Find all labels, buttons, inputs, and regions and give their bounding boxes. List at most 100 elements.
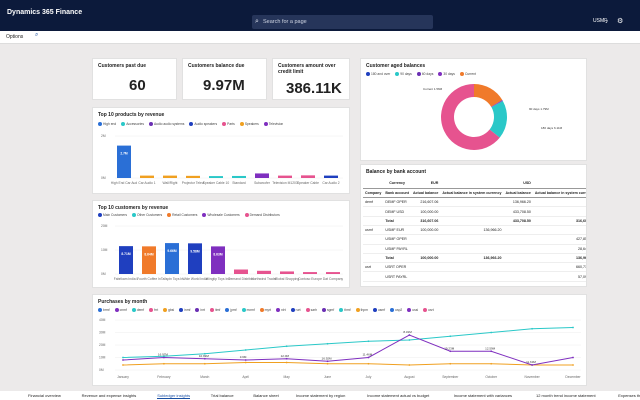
legend-item[interactable]: Main Customers — [98, 213, 127, 217]
legend-item[interactable]: High end — [98, 122, 116, 126]
tab-12-month-trend-income-statement[interactable]: 12 month trend income statement — [536, 393, 596, 398]
x-tick-label: Television M1203 — [272, 181, 298, 185]
legend-item[interactable]: ussi — [407, 308, 418, 312]
bank-balance-table: Currency EUR USD Company Bank account Actu… — [363, 179, 586, 282]
legend-item[interactable]: demf — [131, 308, 144, 312]
legend-item[interactable]: cnmf — [114, 308, 127, 312]
tab-income-statement-actual-vs-budget[interactable]: Income statement actual vs budget — [367, 393, 430, 398]
legend-swatch — [98, 213, 102, 217]
legend-item[interactable]: Accessories — [121, 122, 144, 126]
legend-item[interactable]: Wholesale Customers — [202, 213, 240, 217]
kpi-card[interactable]: Customers balance due 9.97M — [182, 58, 267, 100]
tab-revenue-and-expense-insights[interactable]: Revenue and expense insights — [81, 393, 137, 398]
search-input[interactable]: ⌕ Search for a page — [252, 15, 433, 29]
legend-item[interactable]: Current — [459, 72, 476, 76]
column-header[interactable]: Actual balance — [503, 188, 533, 199]
search-icon[interactable]: ⌕ — [35, 32, 39, 38]
tab-financial-overview[interactable]: Financial overview — [28, 393, 61, 398]
legend-label: brmf — [103, 308, 110, 312]
legend-item[interactable]: usmf — [372, 308, 385, 312]
legend-item[interactable]: usp2 — [390, 308, 402, 312]
y-tick-label: 0M — [101, 272, 106, 276]
legend-label: sarh — [310, 308, 318, 312]
legend-swatch — [438, 72, 443, 76]
column-header[interactable]: Company — [363, 188, 384, 199]
column-header[interactable]: Actual balance in system currency — [532, 188, 586, 199]
search-placeholder: Search for a page — [263, 19, 307, 25]
legend-item[interactable]: rurt — [290, 308, 301, 312]
column-header[interactable]: Bank account — [383, 188, 411, 199]
data-point — [408, 364, 411, 366]
legend-item[interactable]: mxmf — [241, 308, 255, 312]
table-cell: 136,966.20 — [532, 253, 586, 264]
table-cell — [532, 206, 586, 217]
kpi-card[interactable]: Customers amount over credit limit 386.1… — [272, 58, 350, 100]
legend-item[interactable]: 60 days — [416, 72, 433, 76]
data-point — [122, 359, 124, 361]
legend-swatch — [225, 308, 230, 312]
legend-item[interactable]: thpm — [355, 308, 368, 312]
legend-item[interactable]: Retail Customers — [167, 213, 197, 217]
bell-icon[interactable]: ♪ — [605, 18, 609, 25]
table-row[interactable]: DEMF USD 100,000.00 433,708.50 — [363, 206, 586, 217]
bar-value-label: 0.38M — [257, 179, 266, 183]
legend-item[interactable]: sgmf — [322, 308, 334, 312]
legend-item[interactable]: frrt — [149, 308, 158, 312]
legend-item[interactable]: itmf — [210, 308, 220, 312]
gear-icon[interactable]: ⚙ — [617, 18, 624, 25]
table-row[interactable]: demf DEMF OPER 216,607.06 136,966.20 — [363, 197, 586, 208]
legend-item[interactable]: inrt — [195, 308, 205, 312]
tab-income-statement-with-variances[interactable]: Income statement with variances — [453, 393, 513, 398]
table-row[interactable]: USMF OPER 427,852.12 — [363, 234, 586, 245]
legend-item[interactable]: gbsi — [163, 308, 174, 312]
kpi-card[interactable]: Customers past due 60 — [92, 58, 177, 100]
legend-label: High end — [103, 122, 117, 126]
legend-item[interactable]: thmf — [339, 308, 351, 312]
legend-item[interactable]: nlrt — [276, 308, 286, 312]
table-cell: 136,966.20 — [440, 225, 504, 236]
legend-item[interactable]: 180 and over — [366, 72, 390, 76]
column-header[interactable]: Actual balance — [410, 188, 441, 199]
tab-balance-sheet[interactable]: Balance sheet — [253, 393, 279, 398]
tab-trial-balance[interactable]: Trial balance — [210, 393, 234, 398]
legend-label: nlrt — [281, 308, 286, 312]
legend-item[interactable]: 30 days — [438, 72, 455, 76]
legend-item[interactable]: Television — [263, 122, 283, 126]
legend-item[interactable]: Audio audio systems — [148, 122, 185, 126]
legend-item[interactable]: inmf — [179, 308, 190, 312]
tab-subledger-insights[interactable]: Subledger insights — [157, 393, 191, 399]
legend-item[interactable]: Audio speakers — [189, 122, 217, 126]
legend-item[interactable]: usrt — [423, 308, 434, 312]
tab-expenses-three-year[interactable]: Expenses three year — [618, 393, 640, 398]
tab-income-statement-by-region[interactable]: Income statement by region — [296, 393, 346, 398]
table-row[interactable]: USMF PAYRL 28,642.80 — [363, 244, 586, 254]
data-point — [326, 342, 329, 345]
data-point — [408, 334, 411, 336]
table-row[interactable]: USRT PAYRL 57,099.23 — [363, 271, 586, 282]
legend-swatch — [167, 213, 172, 217]
data-point — [531, 364, 533, 366]
legend-item[interactable]: Demand Distributors — [244, 213, 280, 217]
table-cell — [440, 234, 504, 245]
legend-item[interactable]: sarh — [305, 308, 318, 312]
legend-label: cnmf — [119, 308, 127, 312]
legend-item[interactable]: 90 days — [395, 72, 412, 76]
legend-item[interactable]: myrt — [259, 308, 271, 312]
company-picker[interactable]: USMF — [593, 18, 608, 24]
legend-item[interactable]: Other Customers — [132, 213, 162, 217]
bar — [165, 243, 179, 274]
data-point — [203, 352, 206, 355]
legend-item[interactable]: Speakers — [239, 122, 259, 126]
legend-item[interactable]: Parts — [222, 122, 235, 126]
legend-item[interactable]: brmf — [98, 308, 110, 312]
legend-label: Audio audio systems — [153, 122, 185, 126]
table-row[interactable]: usmf USMF EUR 100,000.00 136,966.20 — [363, 225, 586, 236]
table-cell — [440, 216, 504, 227]
legend-item[interactable]: jpmf — [225, 308, 237, 312]
table-header-row: Company Bank account Actual balance Actual … — [363, 188, 586, 199]
options-tab[interactable]: Options — [6, 34, 24, 40]
column-header[interactable]: Actual balance in system currency — [440, 188, 504, 199]
